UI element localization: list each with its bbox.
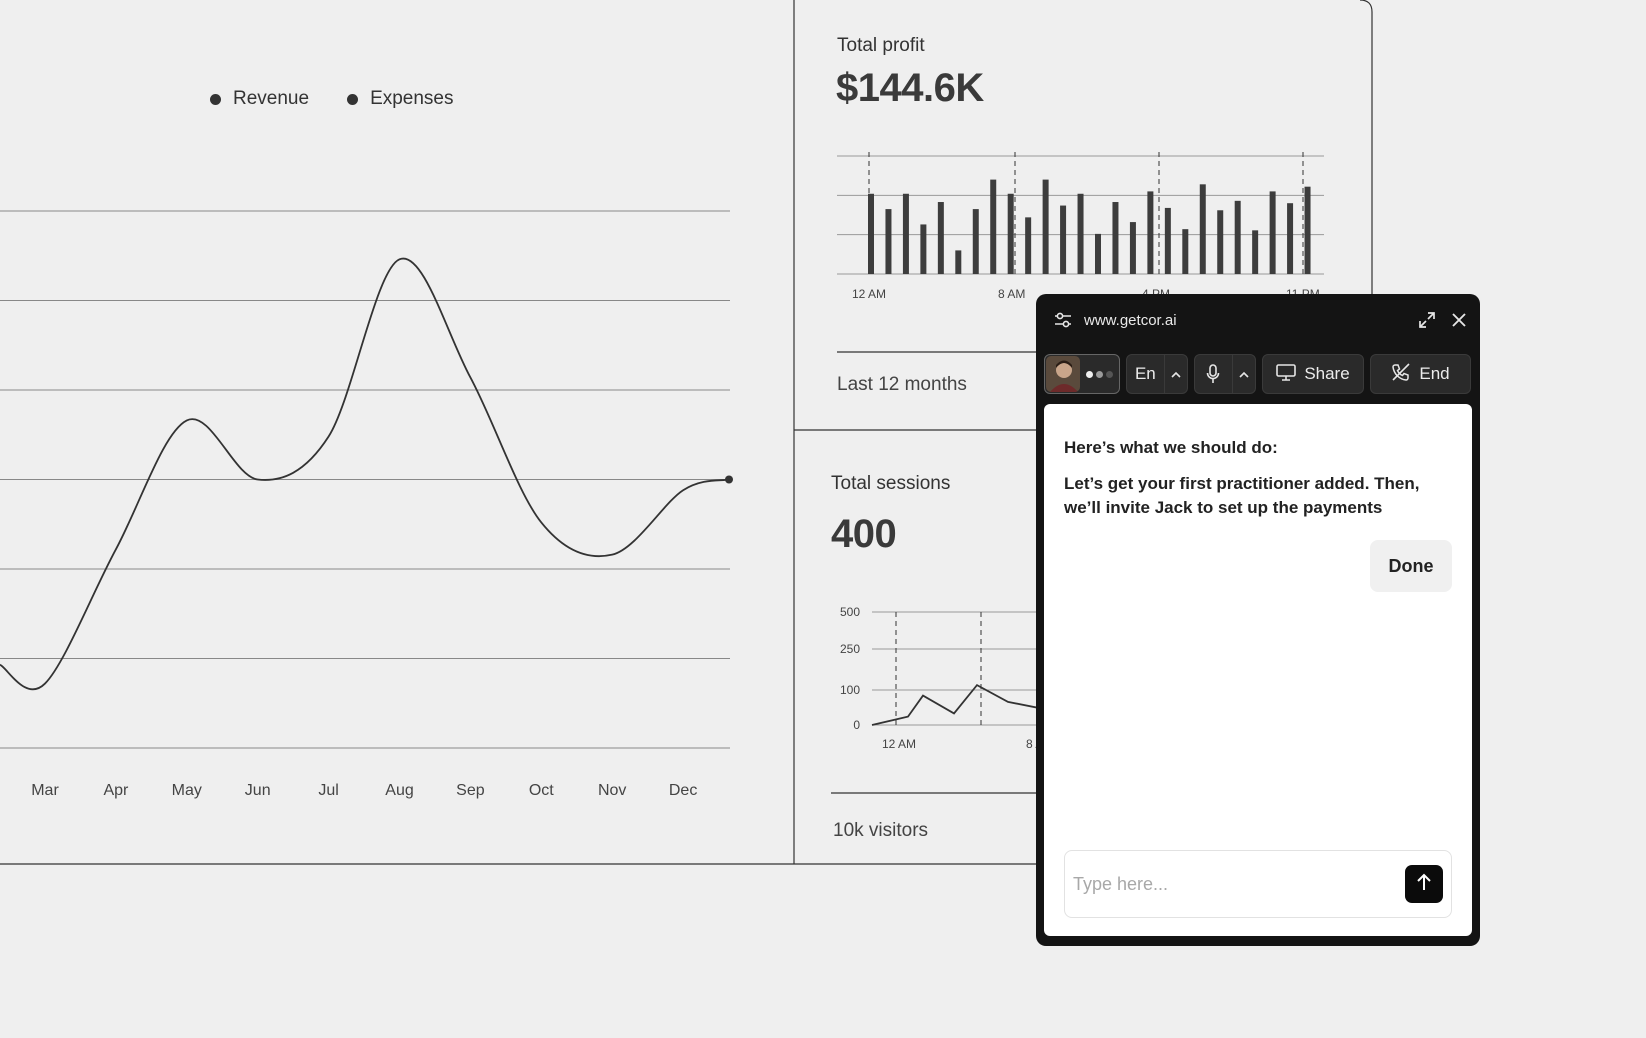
phone-off-icon (1391, 362, 1411, 387)
bar (1199, 184, 1206, 274)
message-heading: Here’s what we should do: (1064, 438, 1278, 457)
bar (1025, 217, 1032, 274)
bar (1252, 230, 1259, 274)
chat-input[interactable] (1073, 865, 1393, 903)
bar (920, 224, 927, 274)
settings-sliders-icon[interactable] (1054, 312, 1072, 328)
share-label: Share (1304, 364, 1350, 383)
bar (1234, 200, 1241, 274)
chat-panel: Here’s what we should do: Let’s get your… (1044, 404, 1472, 936)
bar (1095, 233, 1101, 274)
x-tick-label: Mar (31, 782, 59, 799)
message-text: Let’s get your first practitioner added.… (1064, 474, 1420, 517)
profit-bar-chart: 12 AM8 AM4 PM11 PM (837, 152, 1324, 300)
close-icon[interactable] (1452, 313, 1466, 327)
x-tick-label: Apr (103, 782, 129, 799)
sessions-value: 400 (831, 512, 897, 556)
widget-title-bar: www.getcor.ai (1036, 294, 1480, 346)
bar (1217, 210, 1224, 274)
screen-share-icon (1276, 363, 1297, 386)
x-tick-label: Aug (385, 782, 414, 799)
chat-input-container (1064, 850, 1452, 918)
legend-label-revenue: Revenue (233, 88, 310, 109)
y-tick-label: 0 (853, 718, 860, 732)
sessions-title: Total sessions (831, 473, 951, 494)
bar (937, 202, 944, 274)
avatar (1046, 356, 1080, 392)
bar (1304, 186, 1311, 274)
typing-dots-icon (1086, 370, 1113, 378)
widget-url: www.getcor.ai (1084, 311, 1177, 329)
x-tick-label: 12 AM (882, 737, 916, 751)
language-label: En (1134, 364, 1156, 383)
x-tick-label: May (171, 782, 202, 799)
bar (1182, 229, 1189, 274)
bar (1060, 205, 1067, 274)
end-label: End (1419, 364, 1450, 383)
bar (990, 179, 997, 274)
chart-legend: Revenue Expenses (210, 88, 454, 110)
legend-item-revenue: Revenue (210, 88, 309, 110)
x-tick-label: 12 AM (852, 287, 886, 300)
bar (955, 250, 962, 274)
x-tick-label: Nov (597, 782, 627, 799)
expand-icon[interactable] (1418, 311, 1436, 329)
legend-dot-revenue (210, 93, 221, 105)
line-chart-plot (0, 210, 733, 749)
legend-dot-expenses (347, 93, 359, 105)
bar (868, 193, 874, 274)
bar (1077, 193, 1084, 274)
bar (1042, 179, 1049, 274)
mic-chevron-up-icon[interactable] (1231, 355, 1255, 393)
bar (1164, 207, 1171, 274)
legend-item-expenses: Expenses (347, 88, 454, 110)
microphone-icon[interactable] (1195, 364, 1232, 384)
x-tick-label: Sep (456, 782, 485, 799)
sessions-footer: 10k visitors (833, 820, 929, 841)
profit-value: $144.6K (836, 66, 984, 110)
call-toolbar: En Share End (1044, 354, 1472, 394)
profit-title: Total profit (837, 35, 925, 56)
send-button[interactable] (1405, 865, 1443, 903)
x-tick-label: Dec (668, 782, 698, 799)
bar (1129, 222, 1136, 274)
language-selector[interactable]: En (1126, 354, 1188, 394)
bar (1007, 193, 1014, 274)
bar (972, 209, 979, 274)
assistant-widget: www.getcor.ai En (1036, 294, 1480, 946)
x-tick-label: Jun (244, 782, 271, 799)
x-tick-label: Oct (528, 782, 554, 799)
y-tick-label: 500 (840, 605, 860, 619)
profit-footer: Last 12 months (837, 374, 967, 395)
bar (1269, 191, 1276, 274)
microphone-control[interactable] (1194, 354, 1256, 394)
avatar-status-button[interactable] (1044, 354, 1120, 394)
legend-label-expenses: Expenses (370, 88, 454, 109)
end-call-button[interactable]: End (1370, 354, 1471, 394)
share-button[interactable]: Share (1262, 354, 1364, 394)
y-tick-label: 250 (840, 642, 860, 656)
done-button[interactable]: Done (1370, 540, 1452, 592)
bar (902, 193, 909, 274)
arrow-up-icon (1416, 873, 1432, 896)
bar (1112, 202, 1119, 274)
x-tick-label: Jul (318, 782, 339, 799)
y-tick-label: 100 (840, 683, 860, 697)
sessions-line (871, 683, 1040, 726)
bar (1147, 191, 1154, 274)
series-end-point (725, 475, 733, 484)
x-tick-label: 8 AM (998, 287, 1025, 300)
bar (1287, 203, 1294, 274)
bar (885, 209, 892, 274)
series-line (0, 257, 730, 691)
chevron-up-icon[interactable] (1163, 355, 1187, 393)
